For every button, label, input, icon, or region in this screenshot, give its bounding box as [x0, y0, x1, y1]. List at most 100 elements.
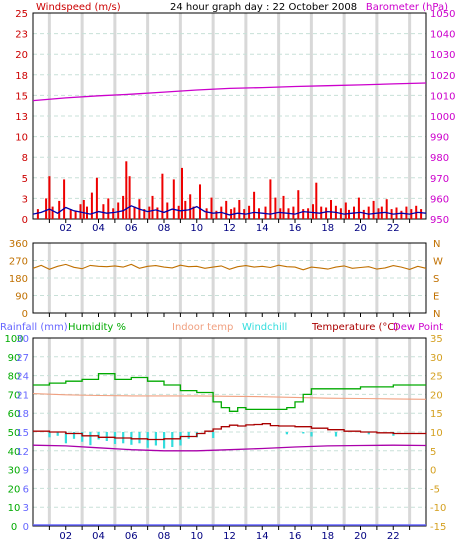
- gust-bar: [348, 209, 350, 219]
- gust-bar: [405, 206, 408, 219]
- rainfall-tick-label: 27: [16, 353, 29, 364]
- temperature-tick-label: 20: [430, 390, 443, 401]
- barometer-tick-label: 1000: [430, 112, 455, 123]
- humidity-tick-label: 60: [8, 409, 21, 420]
- gust-bar: [367, 206, 370, 219]
- windchill-bar: [81, 432, 84, 442]
- gust-bar: [385, 199, 388, 219]
- wind-barometer-panel: 0358101315182023259509609709809901000101…: [15, 9, 455, 234]
- gust-bar: [177, 205, 180, 219]
- direction-compass-tick-label: N: [433, 239, 440, 250]
- direction-compass-tick-label: N: [433, 309, 440, 320]
- chart-title: 24 hour graph day : 22 October 2008: [170, 2, 357, 13]
- gust-bar: [282, 195, 285, 219]
- gust-bar: [420, 209, 423, 219]
- windspeed-tick-label: 8: [22, 153, 28, 164]
- gust-bar: [148, 206, 151, 219]
- windspeed-tick-label: 0: [22, 215, 28, 226]
- wind-x-tick-label: 20: [354, 223, 367, 234]
- gust-bar: [330, 200, 332, 219]
- gust-bar: [292, 206, 295, 219]
- wind-x-tick-label: 02: [59, 223, 72, 234]
- windchill-bar: [64, 432, 67, 444]
- rainfall-axis-title: Rainfall (mm): [0, 322, 68, 333]
- temperature-tick-label: 25: [430, 372, 443, 383]
- humidity-tick-label: 30: [8, 466, 21, 477]
- gust-bar: [315, 182, 318, 219]
- gust-bar: [192, 206, 195, 219]
- windspeed-axis-title: Windspeed (m/s): [36, 2, 121, 13]
- gust-bar: [400, 210, 403, 219]
- gust-bar: [90, 192, 93, 219]
- gust-bar: [199, 184, 201, 219]
- windspeed-tick-label: 13: [15, 112, 28, 123]
- gust-bar: [307, 208, 310, 219]
- gust-bar: [117, 202, 120, 219]
- gust-bar: [51, 206, 54, 219]
- gust-bar: [362, 209, 365, 219]
- windspeed-tick-label: 20: [15, 50, 28, 61]
- gust-bar: [325, 207, 328, 219]
- gust-bar: [69, 209, 72, 219]
- gust-bar: [102, 204, 105, 219]
- barometer-axis-title: Barometer (hPa): [366, 2, 448, 13]
- windchill-bar: [138, 432, 141, 444]
- gust-bar: [274, 197, 277, 219]
- wind-x-tick-label: 16: [289, 223, 302, 234]
- direction-compass-tick-label: W: [433, 257, 443, 268]
- temp-x-tick-label: 08: [158, 531, 171, 542]
- windchill-bar: [310, 432, 313, 437]
- humidity-tick-label: 40: [8, 447, 21, 458]
- wind-x-tick-label: 04: [92, 223, 105, 234]
- rainfall-tick-label: 3: [23, 503, 29, 514]
- gust-bar: [225, 200, 228, 219]
- barometer-tick-label: 1050: [430, 9, 455, 20]
- gust-bar: [258, 208, 260, 219]
- wind-x-tick-label: 08: [158, 223, 171, 234]
- gust-bar: [215, 210, 218, 219]
- gust-bar: [143, 209, 146, 219]
- gust-bar: [264, 206, 267, 219]
- rainfall-tick-label: 21: [16, 390, 29, 401]
- gust-bar: [74, 210, 77, 219]
- gust-bar: [125, 161, 128, 219]
- gust-bar: [151, 195, 154, 219]
- windchill-legend: Windchill: [242, 322, 287, 333]
- barometer-tick-label: 960: [430, 194, 449, 205]
- temp-x-tick-label: 14: [256, 531, 269, 542]
- barometer-tick-label: 980: [430, 153, 449, 164]
- gust-bar: [238, 200, 241, 219]
- temp-humidity-panel: 0102030405060708090100036912151821242730…: [4, 334, 446, 542]
- wind-x-tick-label: 12: [223, 223, 236, 234]
- gust-bar: [248, 205, 251, 219]
- temperature-tick-label: 35: [430, 334, 443, 345]
- gust-bar: [45, 198, 48, 219]
- windchill-bar: [285, 432, 288, 435]
- indoor-temp-legend: Indoor temp: [172, 322, 233, 333]
- temp-x-tick-label: 06: [125, 531, 138, 542]
- windchill-bar: [367, 432, 370, 435]
- gust-bar: [357, 197, 360, 219]
- humidity-tick-label: 10: [8, 503, 21, 514]
- temperature-tick-label: -15: [430, 522, 446, 533]
- windspeed-tick-label: 5: [22, 174, 28, 185]
- humidity-line: [33, 373, 426, 412]
- windchill-bar: [48, 432, 51, 438]
- rainfall-tick-label: 0: [23, 522, 29, 533]
- direction-degrees-tick-label: 360: [9, 239, 28, 250]
- windspeed-tick-label: 15: [15, 91, 28, 102]
- wind-x-tick-label: 18: [321, 223, 334, 234]
- temp-x-tick-label: 18: [321, 531, 334, 542]
- gust-bar: [161, 173, 164, 219]
- rainfall-tick-label: 6: [23, 484, 29, 495]
- direction-degrees-tick-label: 90: [15, 292, 28, 303]
- windspeed-tick-label: 3: [22, 194, 28, 205]
- gust-bar: [58, 200, 61, 219]
- barometer-tick-label: 970: [430, 174, 449, 185]
- windchill-bar: [212, 432, 215, 438]
- wind-x-tick-label: 10: [190, 223, 203, 234]
- windchill-bar: [163, 432, 166, 449]
